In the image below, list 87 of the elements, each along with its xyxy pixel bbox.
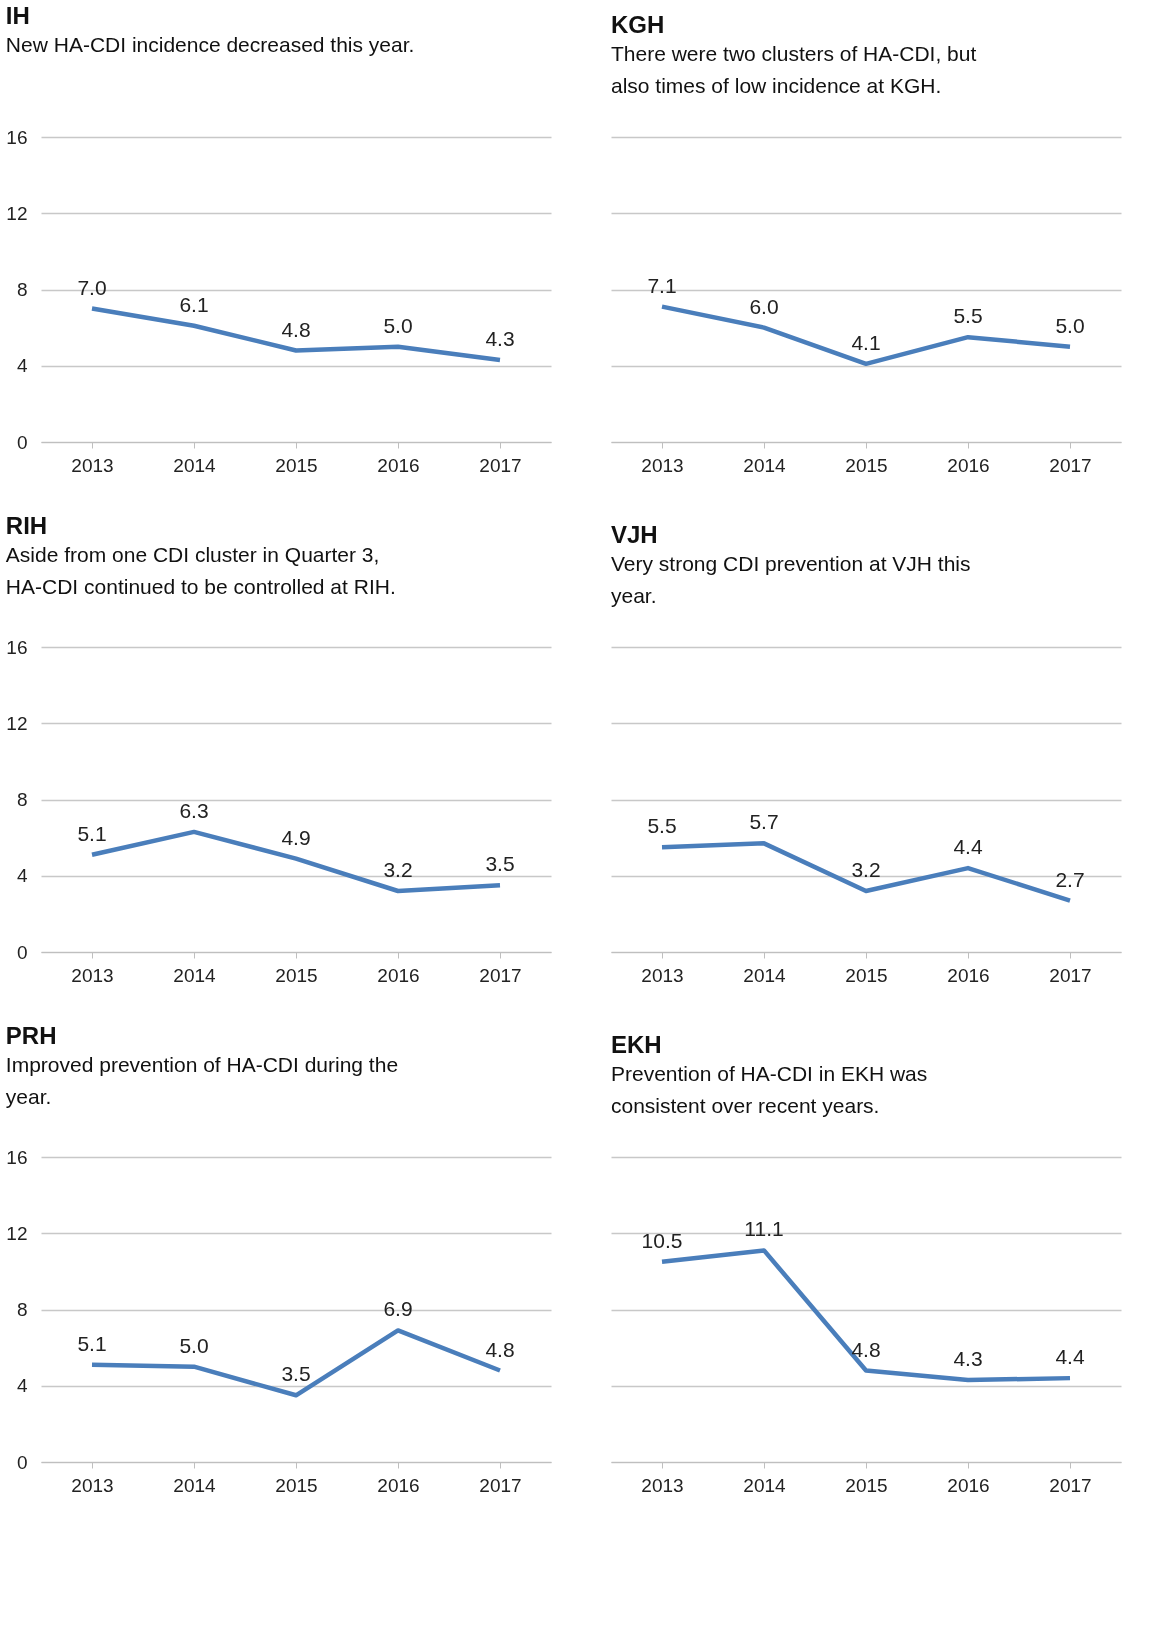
data-label: 6.9 (383, 1297, 413, 1321)
data-label: 5.5 (953, 304, 983, 328)
chart-title: PRH (5, 1022, 57, 1049)
chart-title: IH (5, 2, 30, 29)
data-label: 5.0 (179, 1333, 209, 1357)
x-tick-label: 2014 (743, 964, 787, 986)
x-tick-label: 2013 (641, 454, 684, 476)
y-tick-label: 4 (16, 355, 28, 377)
chart-subtitle: Aside from one CDI cluster in Quarter 3, HA-CDI continued to be controlled at RIH. (5, 543, 396, 598)
x-tick-label: 2016 (377, 454, 420, 476)
chart-subtitle: Prevention of HA-CDI in EKH was consistent over recent years. (611, 1062, 928, 1117)
x-tick-label: 2015 (275, 454, 318, 476)
y-tick-label: 12 (6, 1222, 28, 1244)
y-tick-label: 8 (16, 789, 28, 810)
data-label: 4.9 (281, 825, 311, 849)
y-tick-label: 4 (16, 1375, 28, 1397)
x-tick-label: 2016 (947, 454, 990, 476)
x-tick-label: 2014 (743, 1474, 787, 1496)
y-tick-label: 12 (6, 202, 28, 224)
x-tick-label: 2014 (173, 454, 217, 476)
data-label: 4.3 (953, 1347, 983, 1371)
y-tick-label: 4 (16, 865, 28, 887)
y-tick-label: 12 (6, 712, 28, 734)
x-tick-label: 2014 (743, 454, 787, 476)
data-label: 5.0 (1055, 313, 1085, 337)
data-label: 4.8 (485, 1337, 515, 1361)
data-label: 3.5 (485, 852, 515, 876)
data-label: 3.2 (383, 858, 413, 881)
x-tick-label: 2016 (377, 1474, 420, 1496)
data-label: 6.0 (749, 294, 779, 318)
x-tick-label: 2013 (641, 1474, 684, 1496)
data-label: 6.3 (179, 798, 209, 822)
x-tick-label: 2016 (947, 1474, 990, 1496)
x-tick-label: 2015 (845, 1474, 888, 1496)
y-tick-label: 8 (16, 279, 28, 300)
chart-title: KGH (611, 11, 665, 38)
data-label: 5.1 (77, 821, 107, 845)
x-tick-label: 2016 (947, 964, 990, 986)
x-tick-label: 2014 (173, 1474, 217, 1496)
x-tick-label: 2017 (1049, 454, 1092, 476)
x-tick-label: 2013 (641, 964, 684, 986)
x-tick-label: 2013 (71, 1474, 114, 1496)
chart-subtitle: New HA-CDI incidence decreased this year. (5, 33, 415, 56)
y-tick-label: 0 (16, 1451, 28, 1473)
data-label: 4.4 (1055, 1345, 1085, 1369)
x-tick-label: 2014 (173, 964, 217, 986)
data-label: 5.5 (647, 814, 677, 838)
y-tick-label: 0 (16, 941, 28, 963)
chart-title: EKH (611, 1031, 662, 1058)
data-label: 4.1 (851, 330, 881, 354)
x-tick-label: 2016 (377, 964, 420, 986)
data-label: 5.0 (383, 313, 413, 337)
x-tick-label: 2017 (479, 1474, 522, 1496)
data-label: 4.8 (851, 1337, 881, 1361)
chart-subtitle: Improved prevention of HA-CDI during the year. (5, 1053, 399, 1108)
chart-title: RIH (5, 512, 48, 539)
x-tick-label: 2013 (71, 964, 114, 986)
data-label: 5.1 (77, 1331, 107, 1355)
y-tick-label: 16 (6, 1146, 28, 1168)
y-tick-label: 8 (16, 1299, 28, 1320)
x-tick-label: 2015 (845, 454, 888, 476)
data-label: 2.7 (1055, 867, 1085, 891)
data-label: 4.4 (953, 835, 983, 859)
data-label: 4.8 (281, 317, 311, 341)
y-tick-label: 0 (16, 431, 28, 453)
data-label: 6.1 (179, 292, 209, 316)
x-tick-label: 2017 (1049, 1474, 1092, 1496)
data-label: 11.1 (744, 1217, 784, 1241)
data-label: 10.5 (641, 1228, 683, 1252)
data-label: 7.1 (647, 273, 677, 297)
x-tick-label: 2017 (1049, 964, 1092, 986)
chart-subtitle: Very strong CDI prevention at VJH this year. (611, 552, 971, 607)
data-label: 7.0 (77, 275, 107, 299)
x-tick-label: 2015 (275, 964, 318, 986)
x-tick-label: 2017 (479, 964, 522, 986)
chart-subtitle: There were two clusters of HA-CDI, but also times of low incidence at KGH. (611, 42, 977, 97)
y-tick-label: 16 (6, 126, 28, 148)
data-label: 5.7 (749, 810, 779, 834)
data-label: 3.5 (281, 1362, 311, 1386)
x-tick-label: 2015 (275, 1474, 318, 1496)
y-tick-label: 16 (6, 636, 28, 658)
chart-title: VJH (611, 521, 658, 548)
x-tick-label: 2017 (479, 454, 522, 476)
x-tick-label: 2013 (71, 454, 114, 476)
x-tick-label: 2015 (845, 964, 888, 986)
data-label: 4.3 (485, 327, 515, 351)
data-label: 3.2 (851, 858, 881, 881)
